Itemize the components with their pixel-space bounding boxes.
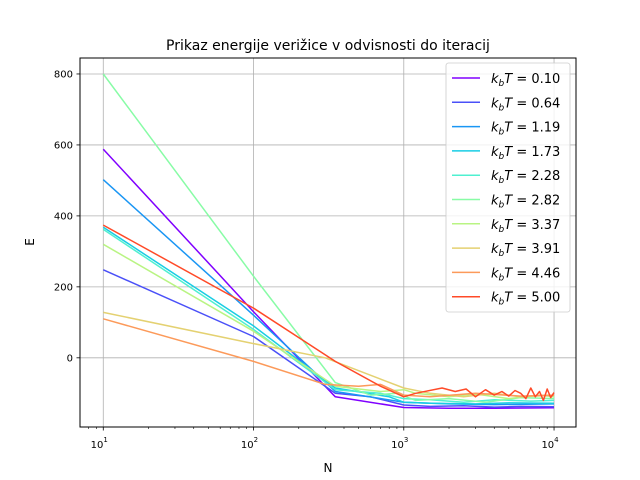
legend-value: 0.10 [531, 72, 560, 87]
legend-symbol: T = [504, 169, 531, 184]
legend-subscript: b [499, 298, 505, 308]
series-line-1 [102, 148, 555, 409]
series-line-2 [102, 269, 555, 408]
legend-entry: kbT = 1.19 [491, 121, 560, 138]
legend-symbol: T = [504, 96, 531, 111]
series-line-10 [102, 224, 555, 402]
legend-subscript: b [499, 201, 505, 211]
chart-title: Prikaz energije verižice v odvisnosti do… [166, 38, 490, 54]
x-tick-exponent: 1 [103, 436, 107, 444]
legend-subscript: b [499, 273, 505, 283]
legend-subscript: b [499, 176, 505, 186]
legend-box [445, 62, 571, 313]
legend-symbol: k [491, 266, 499, 281]
legend-symbol: k [491, 291, 499, 306]
legend-symbol: T = [504, 266, 531, 281]
legend-subscript: b [499, 128, 505, 138]
legend-subscript: b [499, 103, 505, 113]
x-tick-label: 101 [91, 436, 108, 451]
y-tick-label: 600 [54, 140, 73, 151]
legend-symbol: k [491, 194, 499, 209]
legend-symbol: k [491, 145, 499, 160]
legend-value: 0.64 [531, 96, 560, 111]
legend-subscript: b [499, 225, 505, 235]
legend-subscript: b [499, 79, 505, 89]
legend-symbol: T = [504, 72, 531, 87]
y-tick-label: 400 [54, 211, 73, 222]
y-tick-label: 0 [67, 353, 73, 364]
x-axis: 101 102 103 104 [88, 427, 559, 451]
x-tick-base: 10 [391, 440, 404, 451]
legend-entry: kbT = 3.37 [491, 218, 560, 235]
legend-symbol: k [491, 121, 499, 136]
legend-value: 1.19 [531, 121, 560, 136]
legend-entry: kbT = 1.73 [491, 145, 560, 162]
x-tick-exponent: 3 [404, 436, 408, 444]
x-tick-exponent: 2 [254, 436, 258, 444]
legend-symbol: T = [504, 121, 531, 136]
x-tick-label: 104 [541, 436, 559, 451]
legend-value: 1.73 [531, 145, 560, 160]
legend-symbol: k [491, 169, 499, 184]
legend-symbol: k [491, 72, 499, 87]
legend-value: 3.37 [531, 218, 560, 233]
legend-symbol: T = [504, 194, 531, 209]
x-tick-base: 10 [91, 440, 104, 451]
legend-value: 2.82 [531, 194, 560, 209]
x-tick-label: 102 [241, 436, 258, 451]
legend-symbol: T = [504, 145, 531, 160]
legend-entry: kbT = 0.10 [491, 72, 560, 89]
legend-symbol: k [491, 218, 499, 233]
series-layer [102, 73, 555, 409]
legend-entry: kbT = 3.91 [491, 242, 560, 259]
legend-entry: kbT = 5.00 [491, 291, 560, 308]
x-tick-base: 10 [241, 440, 254, 451]
legend-value: 3.91 [531, 242, 560, 257]
legend-symbol: T = [504, 218, 531, 233]
x-tick-exponent: 4 [554, 436, 559, 444]
y-tick-label: 800 [54, 69, 73, 80]
plot-frame [79, 57, 577, 428]
legend-entry: kbT = 4.46 [491, 266, 560, 283]
legend-value: 4.46 [531, 266, 560, 281]
legend-subscript: b [499, 249, 505, 259]
legend-symbol: k [491, 96, 499, 111]
legend-symbol: k [491, 242, 499, 257]
x-axis-label: N [324, 461, 333, 475]
series-line-9 [103, 318, 555, 398]
y-axis-label: E [23, 238, 37, 246]
legend-entry: kbT = 2.28 [491, 169, 560, 186]
legend-entry: kbT = 0.64 [491, 96, 560, 113]
legend-symbol: T = [504, 291, 531, 306]
legend-entry: kbT = 2.82 [491, 194, 560, 211]
y-tick-label: 200 [54, 282, 73, 293]
legend-value: 5.00 [531, 291, 560, 306]
x-tick-base: 10 [541, 440, 554, 451]
y-axis: 0 200 400 600 800 [54, 69, 80, 364]
legend-symbol: T = [504, 242, 531, 257]
legend-subscript: b [499, 152, 505, 162]
legend-value: 2.28 [531, 169, 560, 184]
series-line-6 [102, 73, 555, 403]
series-line-4 [102, 226, 555, 405]
x-tick-label: 103 [391, 436, 408, 451]
